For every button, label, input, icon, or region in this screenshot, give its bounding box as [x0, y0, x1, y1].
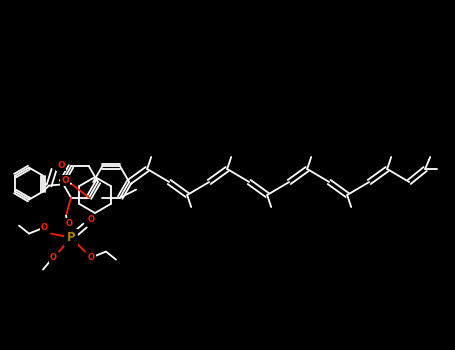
Text: O: O [50, 253, 56, 262]
Text: O: O [57, 161, 65, 170]
Text: P: P [67, 231, 76, 244]
Text: O: O [87, 215, 95, 224]
Text: O: O [40, 223, 47, 232]
Text: O: O [61, 176, 69, 185]
Text: O: O [66, 219, 72, 228]
Text: O: O [87, 253, 95, 262]
